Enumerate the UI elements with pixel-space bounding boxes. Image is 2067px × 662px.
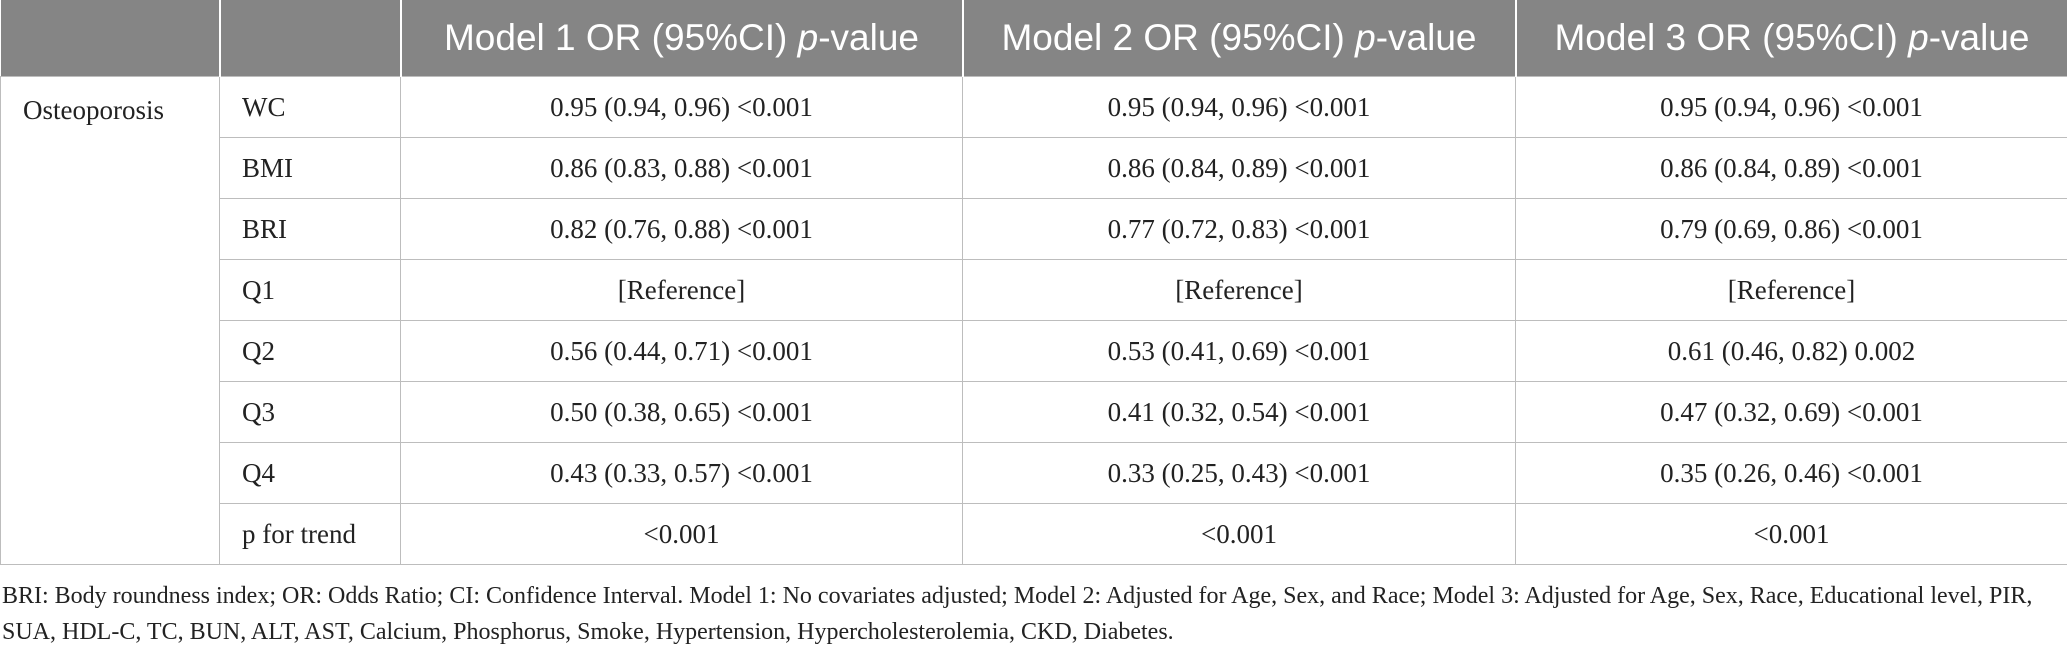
- model-1-cell: 0.56 (0.44, 0.71) <0.001: [400, 320, 963, 382]
- model-2-cell: [Reference]: [962, 259, 1516, 321]
- model-3-cell: 0.61 (0.46, 0.82) 0.002: [1515, 320, 2067, 382]
- row-label: p for trend: [219, 503, 401, 565]
- model-3-cell: 0.79 (0.69, 0.86) <0.001: [1515, 198, 2067, 260]
- model-3-cell: 0.35 (0.26, 0.46) <0.001: [1515, 442, 2067, 504]
- table-row: Q2 0.56 (0.44, 0.71) <0.001 0.53 (0.41, …: [1, 320, 2067, 382]
- row-label: WC: [219, 76, 401, 138]
- row-label: Q4: [219, 442, 401, 504]
- table-row: Osteoporosis WC 0.95 (0.94, 0.96) <0.001…: [0, 76, 2067, 565]
- row-label: Q2: [219, 320, 401, 382]
- model-2-cell: <0.001: [962, 503, 1516, 565]
- header-model-3: Model 3 OR (95%CI) p-value: [1514, 0, 2067, 77]
- model-2-cell: 0.33 (0.25, 0.43) <0.001: [962, 442, 1516, 504]
- model-1-cell: [Reference]: [400, 259, 963, 321]
- table-row: Q3 0.50 (0.38, 0.65) <0.001 0.41 (0.32, …: [1, 381, 2067, 443]
- header-row: Model 1 OR (95%CI) p-value Model 2 OR (9…: [0, 0, 2067, 77]
- model-3-cell: [Reference]: [1515, 259, 2067, 321]
- model-2-cell: 0.53 (0.41, 0.69) <0.001: [962, 320, 1516, 382]
- row-label: Q1: [219, 259, 401, 321]
- model-2-cell: 0.95 (0.94, 0.96) <0.001: [962, 76, 1516, 138]
- model-3-cell: <0.001: [1515, 503, 2067, 565]
- row-label: Q3: [219, 381, 401, 443]
- header-empty-variable: [218, 0, 401, 77]
- model-2-cell: 0.86 (0.84, 0.89) <0.001: [962, 137, 1516, 199]
- row-label: BMI: [219, 137, 401, 199]
- table-row: Q1 [Reference] [Reference] [Reference]: [1, 259, 2067, 321]
- model-3-cell: 0.86 (0.84, 0.89) <0.001: [1515, 137, 2067, 199]
- model-1-cell: 0.95 (0.94, 0.96) <0.001: [400, 76, 963, 138]
- model-3-cell: 0.47 (0.32, 0.69) <0.001: [1515, 381, 2067, 443]
- row-label: BRI: [219, 198, 401, 260]
- table-row: BMI 0.86 (0.83, 0.88) <0.001 0.86 (0.84,…: [1, 137, 2067, 199]
- outcome-label: Osteoporosis: [0, 76, 220, 565]
- model-1-cell: 0.82 (0.76, 0.88) <0.001: [400, 198, 963, 260]
- header-model-1: Model 1 OR (95%CI) p-value: [399, 0, 963, 77]
- model-1-cell: <0.001: [400, 503, 963, 565]
- header-model-2: Model 2 OR (95%CI) p-value: [961, 0, 1516, 77]
- results-table: Model 1 OR (95%CI) p-value Model 2 OR (9…: [0, 0, 2067, 565]
- model-1-cell: 0.86 (0.83, 0.88) <0.001: [400, 137, 963, 199]
- table-footnote: BRI: Body roundness index; OR: Odds Rati…: [2, 583, 2033, 645]
- model-3-cell: 0.95 (0.94, 0.96) <0.001: [1515, 76, 2067, 138]
- table-row: p for trend <0.001 <0.001 <0.001: [1, 503, 2067, 565]
- table-body: Osteoporosis WC 0.95 (0.94, 0.96) <0.001…: [0, 76, 2067, 565]
- table-header: Model 1 OR (95%CI) p-value Model 2 OR (9…: [0, 0, 2067, 77]
- model-1-cell: 0.43 (0.33, 0.57) <0.001: [400, 442, 963, 504]
- header-empty-outcome: [0, 0, 220, 77]
- table-row: BRI 0.82 (0.76, 0.88) <0.001 0.77 (0.72,…: [1, 198, 2067, 260]
- model-1-cell: 0.50 (0.38, 0.65) <0.001: [400, 381, 963, 443]
- table-row: Q4 0.43 (0.33, 0.57) <0.001 0.33 (0.25, …: [1, 442, 2067, 504]
- model-2-cell: 0.77 (0.72, 0.83) <0.001: [962, 198, 1516, 260]
- model-2-cell: 0.41 (0.32, 0.54) <0.001: [962, 381, 1516, 443]
